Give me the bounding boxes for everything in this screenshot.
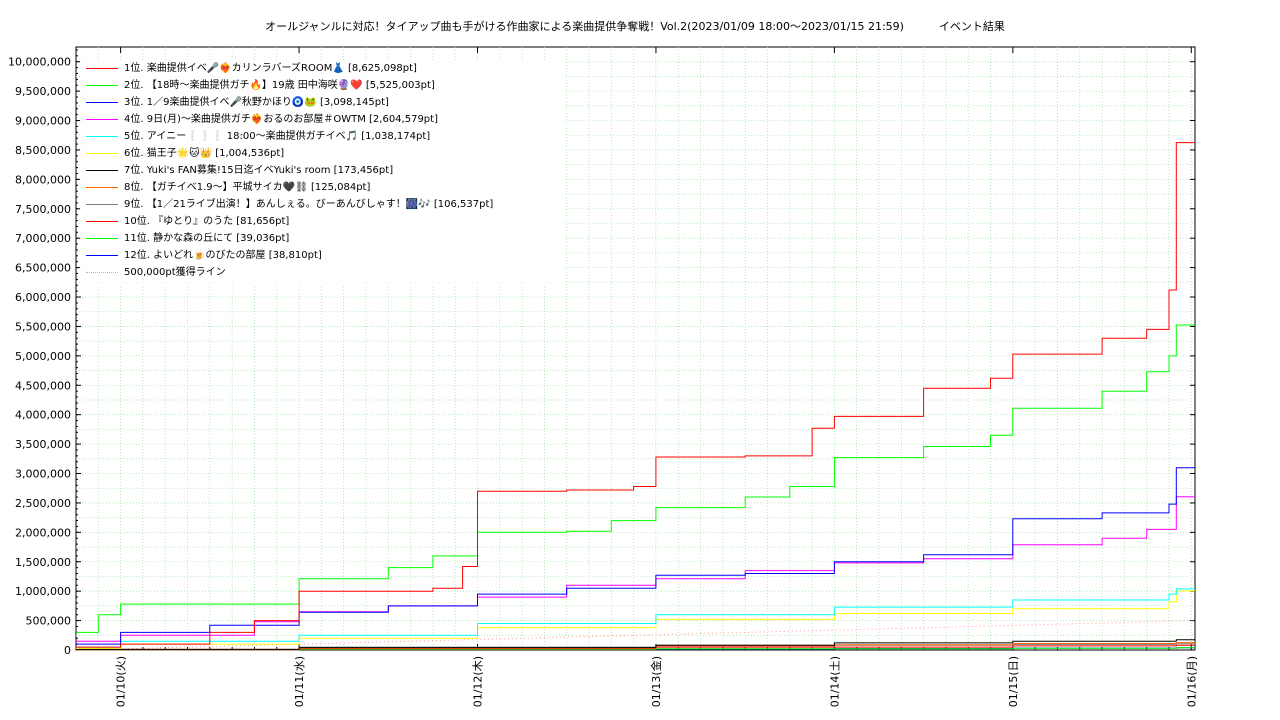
y-tick-label: 5,000,000 <box>15 350 71 363</box>
series-line <box>76 639 1195 650</box>
series-line <box>76 324 1195 633</box>
legend-swatch <box>86 170 118 171</box>
chart-legend: 1位. 楽曲提供イベ🎤❤️‍🔥カリンラバーズROOM👗 [8,625,098pt… <box>80 60 565 286</box>
legend-swatch <box>86 153 118 154</box>
legend-item: 3位. 1／9楽曲提供イベ🎤秋野かほり🧿🐸 [3,098,145pt] <box>86 94 389 111</box>
y-tick-label: 7,000,000 <box>15 232 71 245</box>
series-line <box>76 588 1195 648</box>
legend-label: 7位. Yuki's FAN募集!15日迄イベYuki's room [173,… <box>124 165 394 176</box>
y-tick-label: 9,000,000 <box>15 115 71 128</box>
legend-swatch <box>86 238 118 239</box>
x-tick-label: 01/12(木) <box>472 656 485 707</box>
y-tick-label: 8,000,000 <box>15 173 71 186</box>
legend-label: 8位. 【ガチイベ1.9〜】平城サイカ🖤⛓ [125,084pt] <box>124 182 371 193</box>
legend-swatch <box>86 136 118 137</box>
legend-swatch <box>86 85 118 86</box>
y-tick-label: 9,500,000 <box>15 85 71 98</box>
series-line <box>76 496 1195 642</box>
y-tick-label: 4,000,000 <box>15 409 71 422</box>
legend-item: 10位. 『ゆとり』のうた [81,656pt] <box>86 213 289 230</box>
legend-item: 12位. よいどれ🍺のびたの部屋 [38,810pt] <box>86 247 322 264</box>
legend-item: 5位. アイニー❕❕❕ 18:00〜楽曲提供ガチイベ🎵 [1,038,174pt… <box>86 128 430 145</box>
x-tick-label: 01/11(水) <box>293 656 306 707</box>
legend-item: 9位. 【1／21ライブ出演！】あんしぇる。びーあんびしゃす！🎆🎶 [106,5… <box>86 196 493 213</box>
y-tick-label: 10,000,000 <box>8 56 71 69</box>
y-tick-label: 3,000,000 <box>15 468 71 481</box>
legend-label: 5位. アイニー❕❕❕ 18:00〜楽曲提供ガチイベ🎵 [1,038,174pt… <box>124 131 431 142</box>
legend-swatch <box>86 221 118 222</box>
legend-label: 1位. 楽曲提供イベ🎤❤️‍🔥カリンラバーズROOM👗 [8,625,098pt… <box>124 63 417 74</box>
y-tick-label: 6,000,000 <box>15 291 71 304</box>
legend-label: 4位. 9日(月)〜楽曲提供ガチ❤️‍🔥おるのお部屋＃OWTM [2,604,5… <box>124 114 438 125</box>
y-tick-label: 500,000 <box>26 615 72 628</box>
y-tick-label: 5,500,000 <box>15 320 71 333</box>
legend-swatch <box>86 68 118 69</box>
legend-swatch <box>86 187 118 188</box>
chart-title: オールジャンルに対応！タイアップ曲も手がける作曲家による楽曲提供争奪戦！Vol.… <box>265 20 1005 33</box>
y-tick-label: 2,000,000 <box>15 526 71 539</box>
series-line <box>75 620 1196 651</box>
x-tick-label: 01/14(土) <box>828 656 841 707</box>
y-tick-label: 6,500,000 <box>15 262 71 275</box>
y-tick-label: 0 <box>64 644 71 657</box>
x-tick-label: 01/16(月) <box>1185 656 1198 707</box>
legend-label: 11位. 静かな森の丘にて [39,036pt] <box>124 233 290 244</box>
legend-label: 2位. 【18時〜楽曲提供ガチ🔥】19歳 田中海咲🔮❤️ [5,525,003p… <box>124 80 435 91</box>
legend-swatch <box>86 272 118 273</box>
series-line <box>76 467 1195 645</box>
legend-item: 2位. 【18時〜楽曲提供ガチ🔥】19歳 田中海咲🔮❤️ [5,525,003p… <box>86 77 435 94</box>
legend-item: 11位. 静かな森の丘にて [39,036pt] <box>86 230 289 247</box>
legend-label: 10位. 『ゆとり』のうた [81,656pt] <box>124 216 290 227</box>
y-tick-label: 1,000,000 <box>15 585 71 598</box>
legend-item: 4位. 9日(月)〜楽曲提供ガチ❤️‍🔥おるのお部屋＃OWTM [2,604,5… <box>86 111 438 128</box>
series-line <box>76 142 1195 648</box>
legend-swatch <box>86 255 118 256</box>
legend-label: 12位. よいどれ🍺のびたの部屋 [38,810pt] <box>124 250 322 261</box>
x-tick-label: 01/13(金) <box>649 656 663 707</box>
y-tick-label: 3,500,000 <box>15 438 71 451</box>
legend-item: 6位. 猫王子🌟🐱👑 [1,004,536pt] <box>86 145 284 162</box>
y-tick-label: 4,500,000 <box>15 379 71 392</box>
y-tick-label: 8,500,000 <box>15 144 71 157</box>
legend-item: 8位. 【ガチイベ1.9〜】平城サイカ🖤⛓ [125,084pt] <box>86 179 370 196</box>
legend-label: 3位. 1／9楽曲提供イベ🎤秋野かほり🧿🐸 [3,098,145pt] <box>124 97 389 108</box>
x-tick-label: 01/15(日) <box>1007 656 1020 707</box>
legend-label: 9位. 【1／21ライブ出演！】あんしぇる。びーあんびしゃす！🎆🎶 [106,5… <box>124 199 494 210</box>
legend-swatch <box>86 204 118 205</box>
y-tick-label: 2,500,000 <box>15 497 71 510</box>
legend-item: 500,000pt獲得ライン <box>86 264 226 281</box>
x-tick-label: 01/10(火) <box>115 656 128 707</box>
series-line <box>76 590 1195 649</box>
y-tick-label: 1,500,000 <box>15 556 71 569</box>
series-lines <box>75 142 1196 651</box>
legend-swatch <box>86 119 118 120</box>
legend-swatch <box>86 102 118 103</box>
y-tick-label: 7,500,000 <box>15 203 71 216</box>
legend-item: 1位. 楽曲提供イベ🎤❤️‍🔥カリンラバーズROOM👗 [8,625,098pt… <box>86 60 417 77</box>
legend-item: 7位. Yuki's FAN募集!15日迄イベYuki's room [173,… <box>86 162 393 179</box>
legend-label: 6位. 猫王子🌟🐱👑 [1,004,536pt] <box>124 148 285 159</box>
legend-label: 500,000pt獲得ライン <box>124 267 226 278</box>
